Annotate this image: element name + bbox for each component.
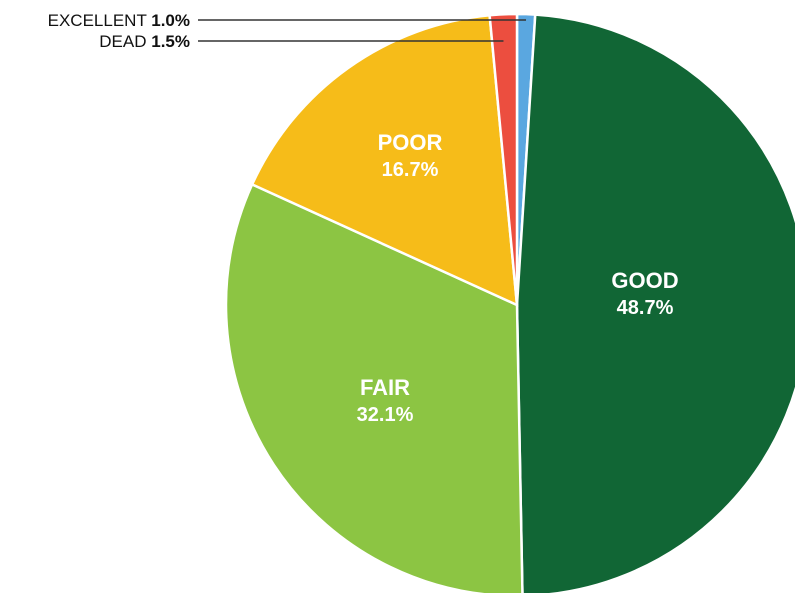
pie-slices	[224, 12, 795, 593]
slice-label-poor: POOR	[378, 130, 443, 155]
slice-labels: GOOD 48.7% FAIR 32.1% POOR 16.7%	[357, 130, 679, 426]
slice-value-poor: 16.7%	[382, 159, 439, 181]
callout-labels: EXCELLENT 1.0% DEAD 1.5%	[48, 11, 527, 51]
slice-value-good: 48.7%	[617, 297, 674, 319]
slice-value-fair: 32.1%	[357, 404, 414, 426]
slice-label-good: GOOD	[611, 268, 678, 293]
slice-label-fair: FAIR	[360, 375, 410, 400]
pie-slice-dead	[488, 12, 519, 306]
pie-slice-fair	[224, 182, 524, 593]
callout-label-excellent: EXCELLENT 1.0%	[48, 11, 190, 30]
pie-slice-good	[515, 13, 795, 593]
callout-label-dead: DEAD 1.5%	[99, 32, 190, 51]
